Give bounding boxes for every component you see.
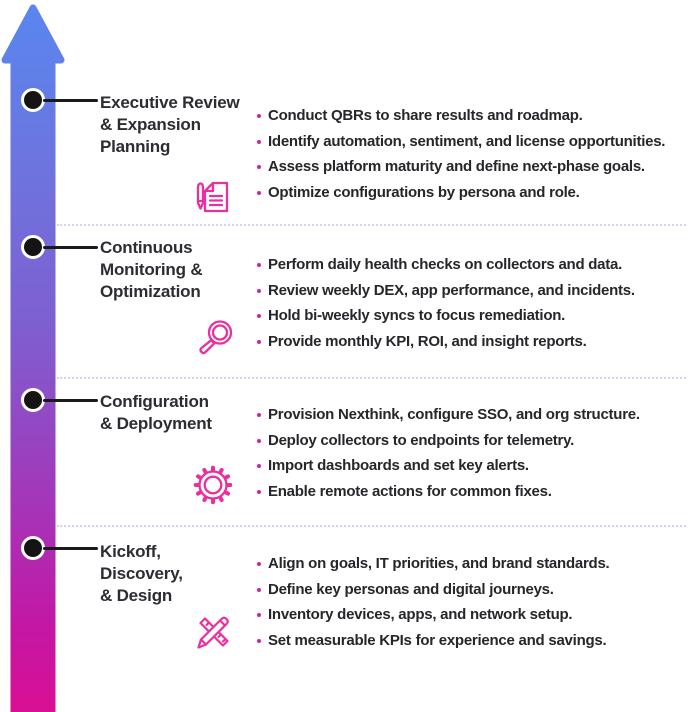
bullet-dot (257, 489, 261, 494)
timeline-node-dot (24, 539, 42, 557)
timeline-node-dot (24, 391, 42, 409)
stage-title-line: Kickoff, (100, 542, 161, 561)
stage-title: Executive Review & Expansion Planning (100, 92, 260, 158)
bullet-text: Optimize configurations by persona and r… (268, 183, 580, 201)
bullet-item: Review weekly DEX, app performance, and … (255, 278, 687, 304)
pencil-ruler-icon (197, 616, 229, 649)
bullet-text: Enable remote actions for common fixes. (268, 482, 552, 500)
stage-title-line: & Expansion (100, 115, 201, 134)
bullet-item: Align on goals, IT priorities, and brand… (255, 551, 687, 577)
node-connector-line (43, 245, 98, 249)
node-connector-line (43, 98, 98, 102)
stage-title-line: Optimization (100, 282, 201, 301)
bullet-text: Define key personas and digital journeys… (268, 580, 554, 598)
bullet-dot (257, 263, 261, 267)
stage-bullet-list: Align on goals, IT priorities, and brand… (255, 551, 687, 653)
stage-title-line: Executive Review (100, 93, 240, 112)
timeline-node-dot (24, 238, 42, 256)
bullet-dot (257, 638, 261, 643)
bullet-text: Assess platform maturity and define next… (268, 158, 645, 176)
stage-title-line: Monitoring & (100, 260, 203, 279)
dotted-divider (57, 224, 686, 226)
bullet-dot (257, 139, 261, 144)
bullet-text: Align on goals, IT priorities, and brand… (268, 555, 610, 572)
bullet-item: Conduct QBRs to share results and roadma… (255, 103, 687, 129)
bullet-text: Conduct QBRs to share results and roadma… (268, 107, 583, 124)
bullet-dot (257, 339, 261, 344)
bullet-dot (257, 438, 261, 443)
bullet-dot (257, 190, 261, 195)
bullet-text: Hold bi-weekly syncs to focus remediatio… (268, 307, 566, 325)
node-connector-line (43, 546, 98, 550)
dotted-divider (57, 377, 686, 379)
stage-bullet-list: Provision Nexthink, configure SSO, and o… (255, 402, 687, 504)
bullet-item: Define key personas and digital journeys… (255, 577, 687, 603)
bullet-item: Hold bi-weekly syncs to focus remediatio… (255, 303, 687, 329)
bullet-item: Inventory devices, apps, and network set… (255, 602, 687, 628)
bullet-text: Set measurable KPIs for experience and s… (268, 631, 607, 649)
bullet-dot (257, 314, 261, 319)
bullet-item: Provision Nexthink, configure SSO, and o… (255, 402, 687, 428)
bullet-item: Optimize configurations by persona and r… (255, 180, 687, 206)
bullet-dot (257, 613, 261, 618)
timeline-arrow (1, 4, 65, 712)
stage-title: Continuous Monitoring & Optimization (100, 237, 260, 303)
bullet-item: Identify automation, sentiment, and lice… (255, 129, 687, 155)
stage-title-line: Discovery, (100, 564, 183, 583)
dotted-divider (57, 525, 686, 527)
bullet-item: Import dashboards and set key alerts. (255, 453, 687, 479)
stage-bullet-list: Perform daily health checks on collector… (255, 252, 687, 354)
arrow-shape (1, 4, 65, 712)
bullet-dot (257, 114, 261, 118)
stage-title-line: & Deployment (100, 414, 212, 433)
notes-icon (196, 181, 229, 213)
bullet-dot (257, 165, 261, 170)
bullet-text: Provision Nexthink, configure SSO, and o… (268, 406, 640, 423)
bullet-text: Deploy collectors to endpoints for telem… (268, 431, 575, 449)
bullet-item: Enable remote actions for common fixes. (255, 479, 687, 505)
bullet-dot (257, 413, 261, 417)
bullet-text: Identify automation, sentiment, and lice… (268, 132, 666, 150)
bullet-dot (257, 464, 261, 469)
stage-title-line: Continuous (100, 238, 193, 257)
bullet-dot (257, 587, 261, 592)
bullet-text: Provide monthly KPI, ROI, and insight re… (268, 332, 587, 350)
gear-icon (193, 465, 233, 505)
node-connector-line (43, 398, 98, 402)
bullet-item: Perform daily health checks on collector… (255, 252, 687, 278)
bullet-item: Provide monthly KPI, ROI, and insight re… (255, 329, 687, 355)
bullet-item: Deploy collectors to endpoints for telem… (255, 428, 687, 454)
stage-title-line: Configuration (100, 392, 209, 411)
bullet-item: Assess platform maturity and define next… (255, 154, 687, 180)
bullet-text: Perform daily health checks on collector… (268, 256, 623, 273)
timeline-node-dot (24, 91, 42, 109)
bullet-text: Inventory devices, apps, and network set… (268, 606, 573, 624)
stage-bullet-list: Conduct QBRs to share results and roadma… (255, 103, 687, 205)
stage-title: Kickoff, Discovery, & Design (100, 541, 260, 607)
bullet-text: Review weekly DEX, app performance, and … (268, 281, 635, 299)
magnifier-icon (199, 320, 233, 355)
stage-title-line: Planning (100, 137, 171, 156)
bullet-text: Import dashboards and set key alerts. (268, 457, 529, 475)
bullet-dot (257, 288, 261, 293)
stage-title-line: & Design (100, 586, 173, 605)
bullet-dot (257, 562, 261, 566)
bullet-item: Set measurable KPIs for experience and s… (255, 628, 687, 654)
stage-title: Configuration & Deployment (100, 391, 260, 435)
